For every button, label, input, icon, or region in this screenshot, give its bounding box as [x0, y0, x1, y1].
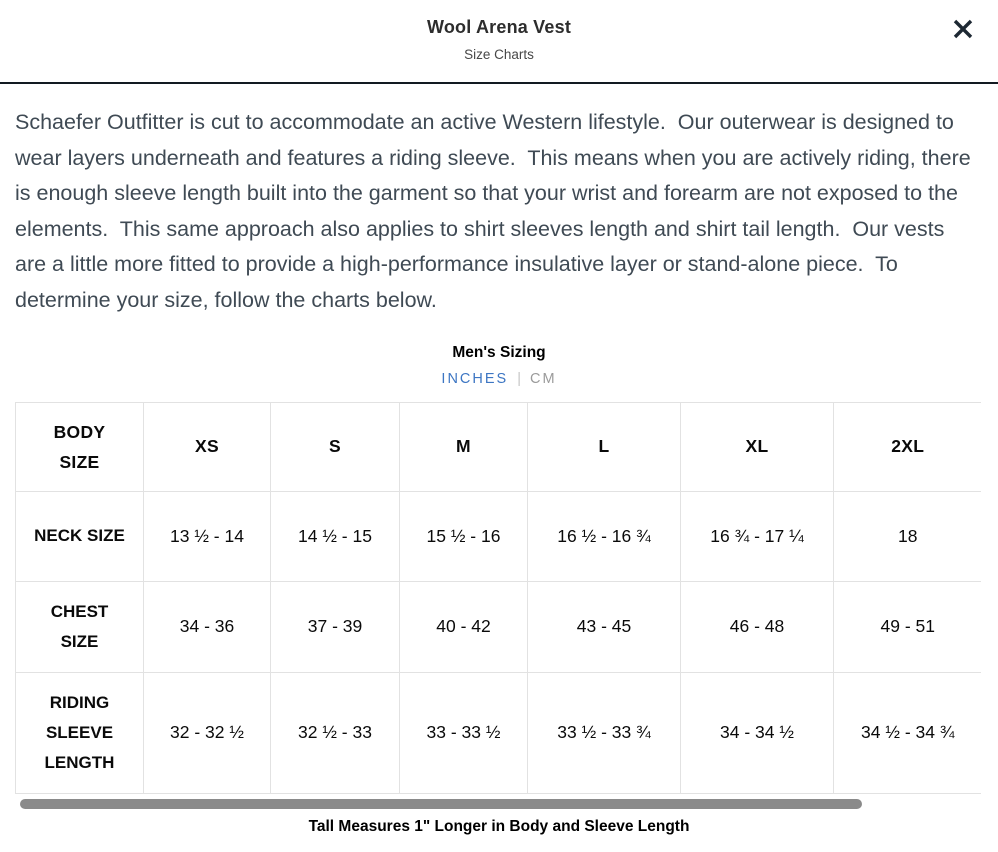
- unit-tab-inches[interactable]: INCHES: [441, 370, 509, 387]
- page-title: Wool Arena Vest: [426, 17, 572, 37]
- cell-neck-l: 16 ½ - 16 ¾: [527, 490, 681, 582]
- table-row-riding-sleeve-length: RIDING SLEEVE LENGTH 32 - 32 ½ 32 ½ - 33…: [15, 671, 981, 794]
- cell-chest-xl: 46 - 48: [680, 580, 834, 673]
- footer-note: Tall Measures 1" Longer in Body and Slee…: [308, 817, 690, 835]
- cell-sleeve-xl: 34 - 34 ½: [680, 671, 834, 794]
- cell-neck-m: 15 ½ - 16: [399, 490, 528, 582]
- close-icon: [951, 19, 975, 44]
- cell-chest-m: 40 - 42: [399, 580, 528, 673]
- intro-paragraph: Schaefer Outfitter is cut to accommodate…: [15, 110, 977, 312]
- table-row-chest-size: CHEST SIZE 34 - 36 37 - 39 40 - 42 43 - …: [15, 580, 981, 673]
- cell-neck-xs: 13 ½ - 14: [143, 490, 271, 582]
- page-subtitle: Size Charts: [464, 47, 534, 62]
- col-header-l: L: [527, 401, 681, 492]
- table-header-row: BODY SIZE XS S M L XL 2XL: [15, 401, 981, 492]
- mens-sizing-heading: Men's Sizing: [452, 343, 546, 361]
- col-header-body-size: BODY SIZE: [15, 401, 144, 492]
- cell-sleeve-xs: 32 - 32 ½: [143, 671, 271, 794]
- cell-neck-xl: 16 ¾ - 17 ¼: [680, 490, 834, 582]
- cell-chest-l: 43 - 45: [527, 580, 681, 673]
- unit-toggle: INCHES | CM: [0, 371, 998, 387]
- cell-chest-xs: 34 - 36: [143, 580, 271, 673]
- cell-sleeve-s: 32 ½ - 33: [270, 671, 400, 794]
- cell-sleeve-m: 33 - 33 ½: [399, 671, 528, 794]
- row-header-riding-sleeve-length: RIDING SLEEVE LENGTH: [15, 671, 144, 794]
- size-chart-container: BODY SIZE XS S M L XL 2XL NECK SIZE 13 ½…: [15, 401, 981, 794]
- horizontal-scrollbar-thumb[interactable]: [20, 798, 862, 809]
- col-header-2xl: 2XL: [833, 401, 981, 492]
- cell-neck-2xl: 18: [833, 490, 981, 582]
- col-header-m: M: [399, 401, 528, 492]
- col-header-xs: XS: [143, 401, 271, 492]
- row-header-neck-size: NECK SIZE: [15, 490, 144, 582]
- col-header-s: S: [270, 401, 400, 492]
- cell-chest-2xl: 49 - 51: [833, 580, 981, 673]
- col-header-xl: XL: [680, 401, 834, 492]
- cell-chest-s: 37 - 39: [270, 580, 400, 673]
- table-row-neck-size: NECK SIZE 13 ½ - 14 14 ½ - 15 15 ½ - 16 …: [15, 490, 981, 582]
- unit-separator: |: [517, 370, 521, 387]
- horizontal-scrollbar-track: [0, 798, 998, 809]
- cell-neck-s: 14 ½ - 15: [270, 490, 400, 582]
- cell-sleeve-l: 33 ½ - 33 ¾: [527, 671, 681, 794]
- cell-sleeve-2xl: 34 ½ - 34 ¾: [833, 671, 981, 794]
- unit-tab-cm[interactable]: CM: [530, 370, 557, 387]
- modal-header: Wool Arena Vest Size Charts: [0, 0, 998, 84]
- row-header-chest-size: CHEST SIZE: [15, 580, 144, 673]
- close-button[interactable]: [950, 16, 976, 42]
- size-chart-table: BODY SIZE XS S M L XL 2XL NECK SIZE 13 ½…: [15, 401, 981, 794]
